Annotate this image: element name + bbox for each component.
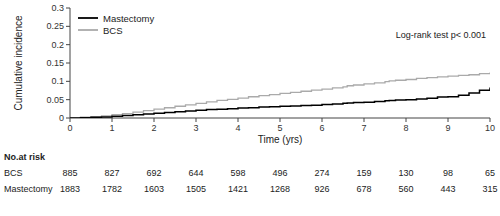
x-tick xyxy=(70,118,71,122)
x-tick xyxy=(196,118,197,122)
series-line xyxy=(70,88,490,118)
risk-count: 65 xyxy=(485,168,495,178)
y-tick-label: 0.05 xyxy=(46,95,64,105)
series-line xyxy=(70,73,490,118)
legend-label: BCS xyxy=(103,25,123,36)
risk-count: 827 xyxy=(104,168,119,178)
risk-count: 1603 xyxy=(144,184,164,194)
x-label: Time (yrs) xyxy=(258,134,303,145)
legend-swatch xyxy=(78,17,98,19)
risk-count: 560 xyxy=(398,184,413,194)
risk-row-label: BCS xyxy=(4,168,23,178)
y-tick xyxy=(66,81,70,82)
x-tick-label: 1 xyxy=(109,123,114,133)
risk-row-label: Mastectomy xyxy=(4,184,53,194)
risk-count: 926 xyxy=(314,184,329,194)
legend-label: Mastectomy xyxy=(103,13,154,24)
risk-count: 496 xyxy=(272,168,287,178)
y-tick xyxy=(66,44,70,45)
y-tick-label: 0.25 xyxy=(46,21,64,31)
x-tick xyxy=(322,118,323,122)
x-tick-label: 2 xyxy=(151,123,156,133)
x-tick xyxy=(238,118,239,122)
y-label: Cumulative incidence xyxy=(13,15,24,110)
risk-count: 692 xyxy=(146,168,161,178)
x-tick xyxy=(112,118,113,122)
x-tick xyxy=(364,118,365,122)
risk-count: 1505 xyxy=(186,184,206,194)
x-tick xyxy=(490,118,491,122)
y-tick xyxy=(66,118,70,119)
plot-area xyxy=(70,73,490,118)
risk-count: 598 xyxy=(230,168,245,178)
risk-count: 315 xyxy=(482,184,497,194)
risk-count: 274 xyxy=(314,168,329,178)
y-tick-label: 0 xyxy=(59,113,64,123)
chart: 00.050.10.150.20.250.3012345678910Time (… xyxy=(0,0,500,216)
risk-count: 443 xyxy=(440,184,455,194)
risk-count: 885 xyxy=(62,168,77,178)
x-tick-label: 5 xyxy=(277,123,282,133)
risk-count: 1883 xyxy=(60,184,80,194)
y-tick xyxy=(66,63,70,64)
y-tick-label: 0.1 xyxy=(51,76,64,86)
risk-count: 1268 xyxy=(270,184,290,194)
x-tick xyxy=(154,118,155,122)
y-tick-label: 0.3 xyxy=(51,3,64,13)
y-tick xyxy=(66,26,70,27)
y-tick-label: 0.2 xyxy=(51,40,64,50)
risk-count: 130 xyxy=(398,168,413,178)
risk-count: 644 xyxy=(188,168,203,178)
risk-count: 98 xyxy=(443,168,453,178)
risk-table-title: No.at risk xyxy=(4,152,46,162)
x-tick-label: 10 xyxy=(485,123,495,133)
x-tick-label: 6 xyxy=(319,123,324,133)
x-tick-label: 0 xyxy=(67,123,72,133)
x-tick xyxy=(280,118,281,122)
y-tick-label: 0.15 xyxy=(46,58,64,68)
y-tick xyxy=(66,99,70,100)
risk-count: 159 xyxy=(356,168,371,178)
x-tick xyxy=(448,118,449,122)
x-tick-label: 4 xyxy=(235,123,240,133)
x-tick-label: 8 xyxy=(403,123,408,133)
x-tick-label: 3 xyxy=(193,123,198,133)
x-tick-label: 9 xyxy=(445,123,450,133)
annotation: Log-rank test p< 0.001 xyxy=(396,30,486,40)
risk-count: 678 xyxy=(356,184,371,194)
legend: MastectomyBCS xyxy=(78,13,154,36)
risk-count: 1421 xyxy=(228,184,248,194)
y-tick xyxy=(66,8,70,9)
x-tick-label: 7 xyxy=(361,123,366,133)
risk-table: No.at risk BCS 885 827 692 644 598 496 274 159 130… xyxy=(4,152,498,194)
x-tick xyxy=(406,118,407,122)
risk-count: 1782 xyxy=(102,184,122,194)
legend-swatch xyxy=(78,29,98,31)
